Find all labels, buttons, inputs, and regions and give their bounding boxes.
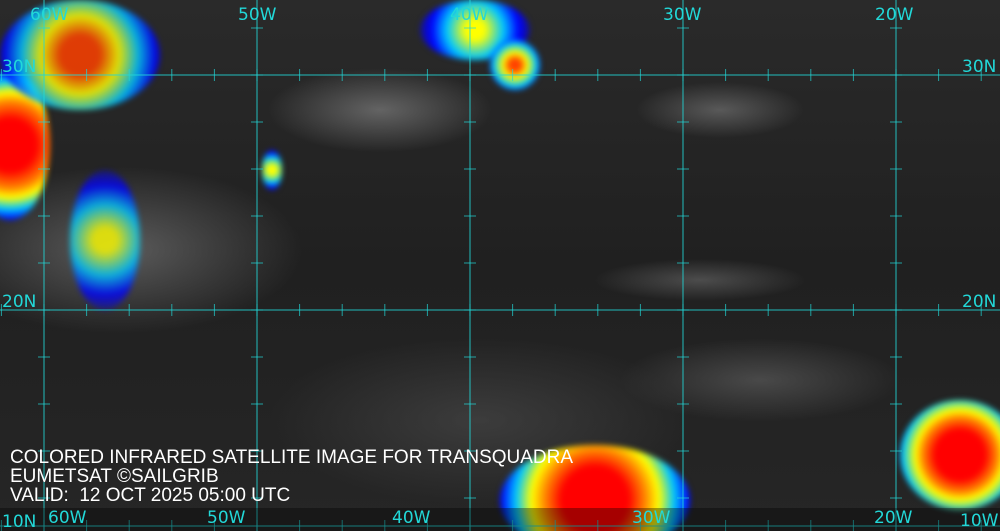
lat-label-left-30n: 30N bbox=[2, 57, 37, 77]
cloud-band-west bbox=[70, 170, 140, 310]
cloud-north-center-2 bbox=[490, 40, 540, 90]
lat-label-right-30n: 30N bbox=[962, 57, 997, 77]
lon-label-bottom-10w: 10W bbox=[960, 511, 999, 531]
lon-label-bottom-30w: 30W bbox=[632, 508, 671, 528]
lat-label-right-20n: 20N bbox=[962, 292, 997, 312]
bottom-label-band bbox=[0, 508, 1000, 531]
lon-label-top-20w: 20W bbox=[875, 5, 914, 25]
storm-cloud-north bbox=[0, 0, 160, 110]
caption-valid-time: VALID: 12 OCT 2025 05:00 UTC bbox=[10, 485, 291, 506]
storm-cloud-southeast bbox=[900, 400, 1000, 510]
lon-label-top-60w: 60W bbox=[30, 5, 69, 25]
caption-source: EUMETSAT ©SAILGRIB bbox=[10, 466, 219, 487]
lon-label-bottom-60w: 60W bbox=[48, 508, 87, 528]
caption-title: COLORED INFRARED SATELLITE IMAGE FOR TRA… bbox=[10, 447, 574, 468]
storm-cloud-south bbox=[500, 445, 690, 531]
lon-label-top-30w: 30W bbox=[663, 5, 702, 25]
lon-label-bottom-20w: 20W bbox=[874, 508, 913, 528]
lon-label-top-50w: 50W bbox=[238, 5, 277, 25]
lon-label-top-40w: 40W bbox=[450, 5, 489, 25]
cloud-small-west bbox=[262, 150, 282, 190]
lon-label-bottom-50w: 50W bbox=[207, 508, 246, 528]
lat-label-left-20n: 20N bbox=[2, 292, 37, 312]
lat-label-left-10n: 10N bbox=[2, 512, 37, 531]
lon-label-bottom-40w: 40W bbox=[392, 508, 431, 528]
image-caption: COLORED INFRARED SATELLITE IMAGE FOR TRA… bbox=[10, 448, 573, 505]
